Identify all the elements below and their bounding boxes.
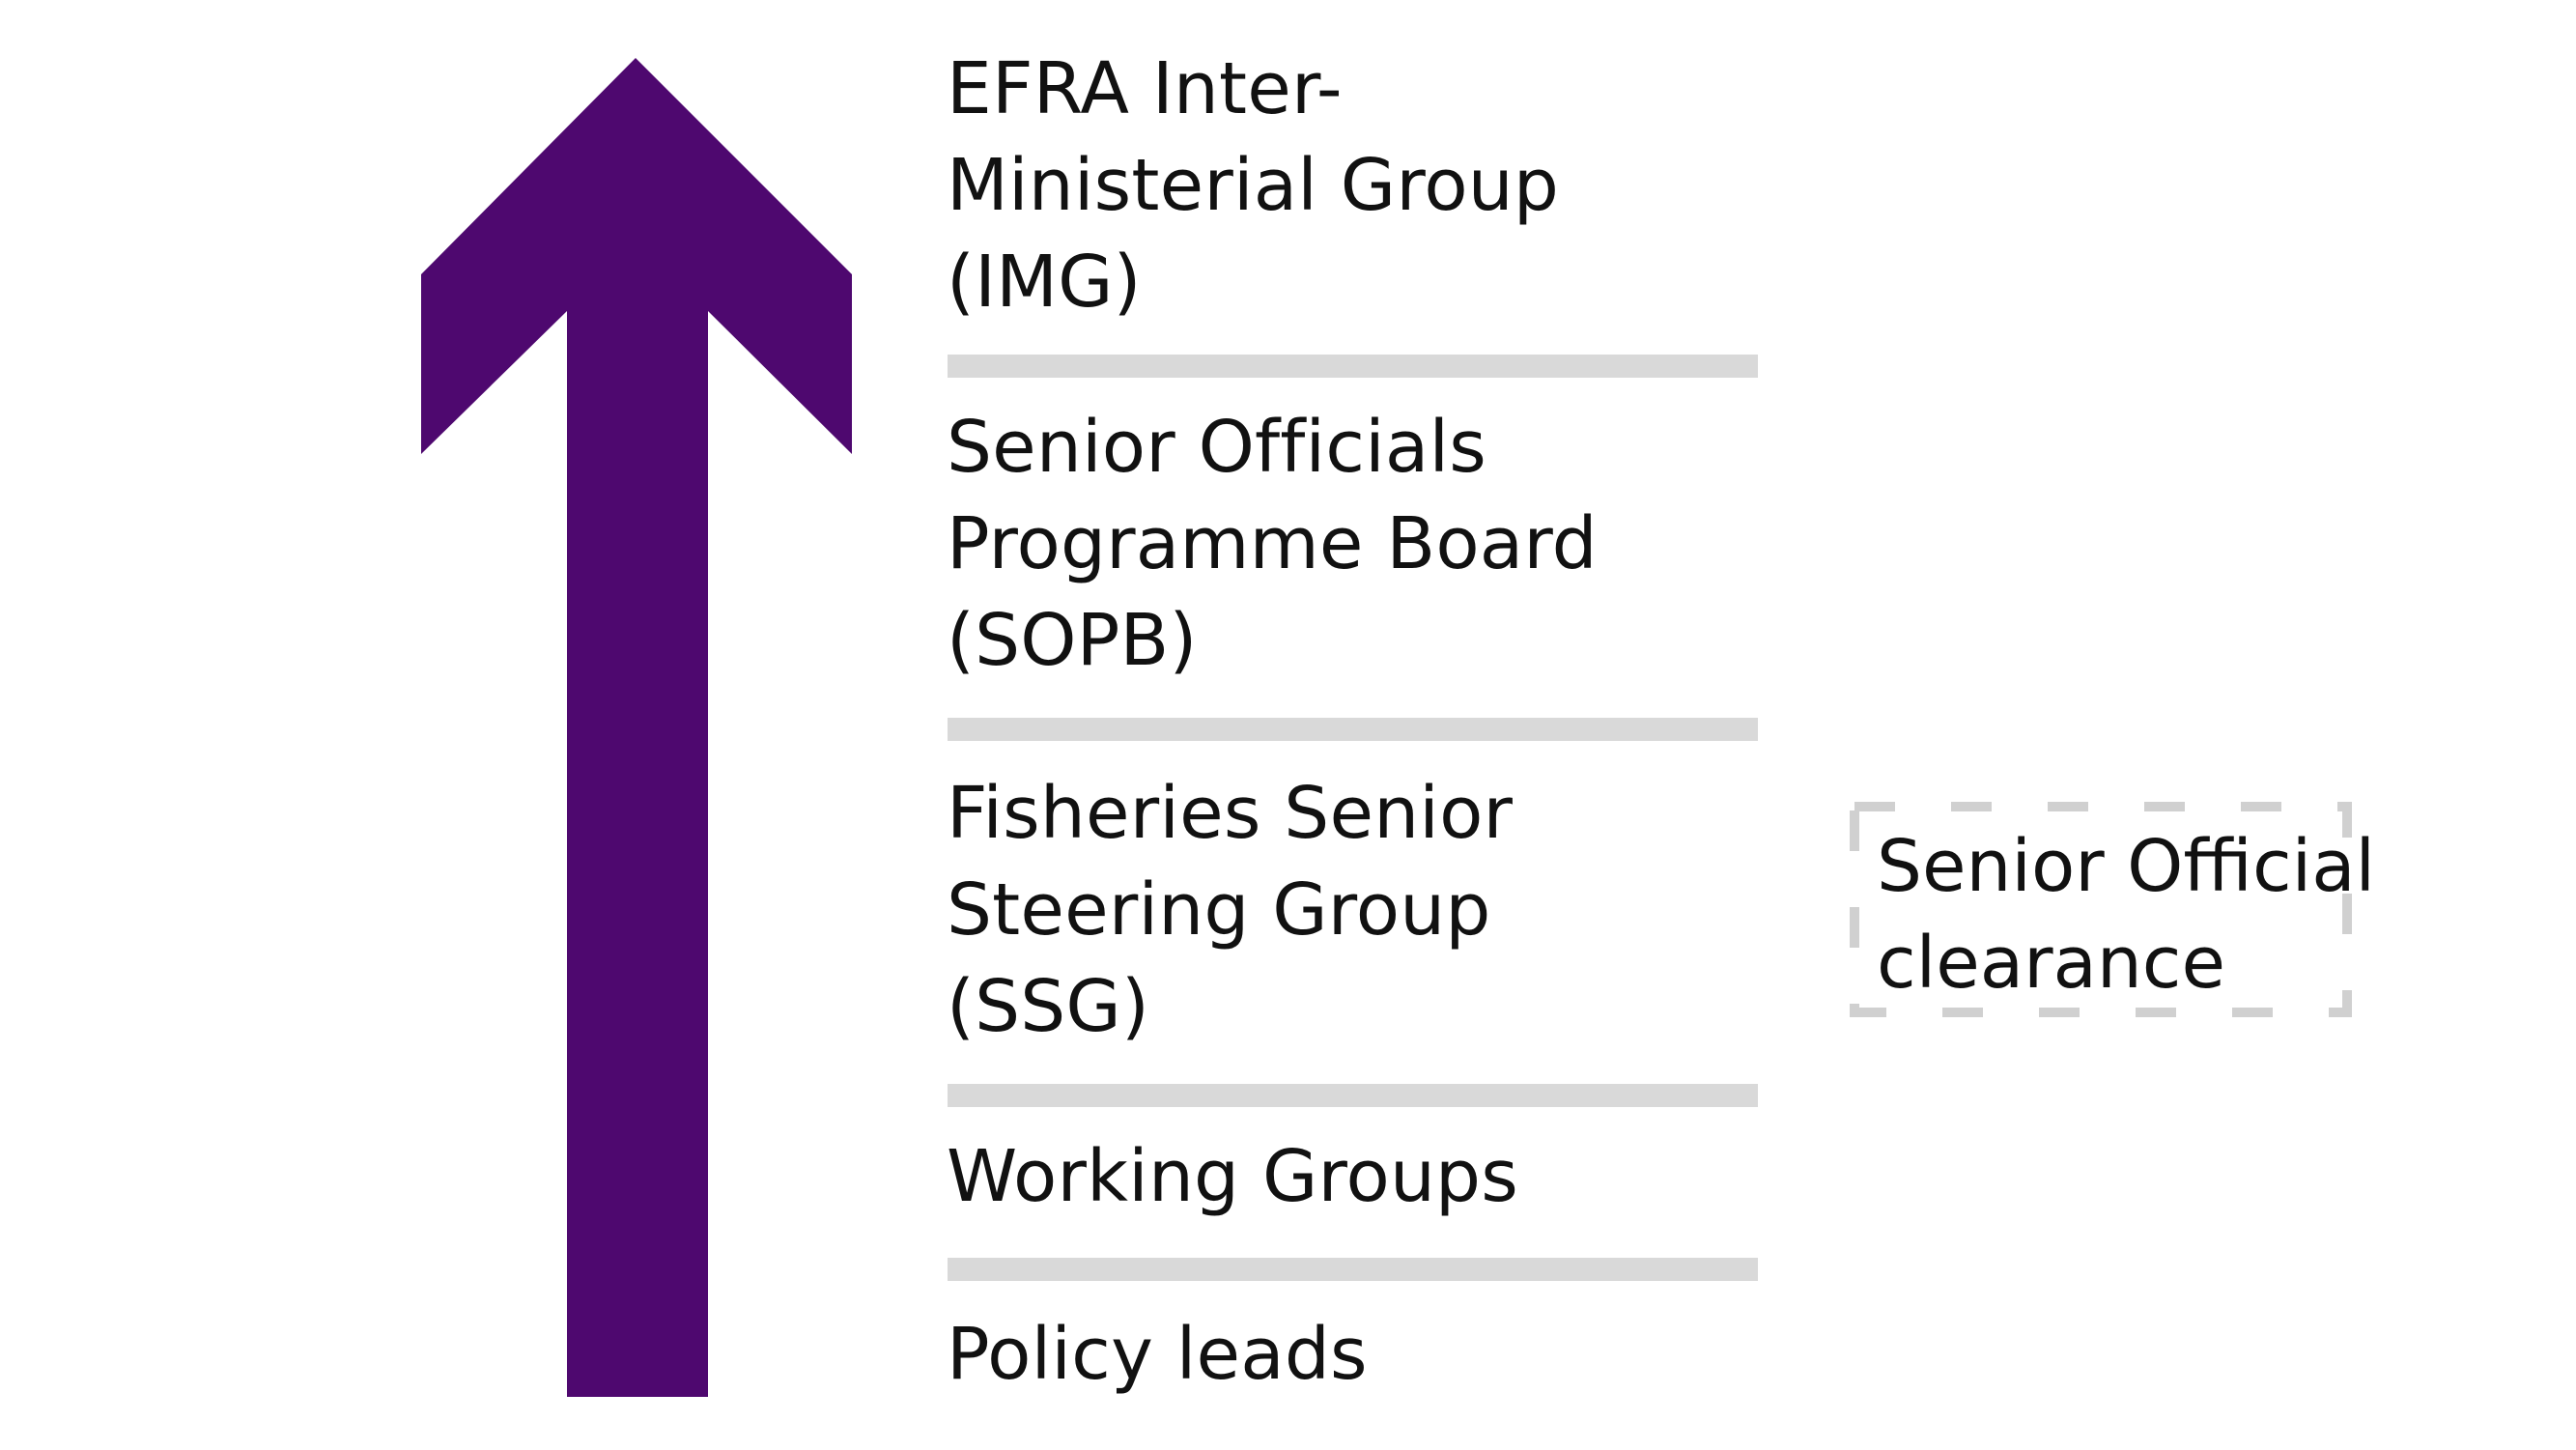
level-ssg-line-1: Fisheries Senior (947, 772, 1514, 855)
arrow-shape (421, 58, 852, 1397)
level-policy-leads-line-1: Policy leads (947, 1313, 1368, 1396)
clearance-label-line-2: clearance (1877, 922, 2226, 1005)
level-working-groups-line-1: Working Groups (947, 1135, 1518, 1218)
divider-2 (948, 718, 1758, 741)
clearance-label: Senior Official clearance (1877, 818, 2375, 1011)
clearance-label-line-1: Senior Official (1877, 825, 2376, 908)
level-img: EFRA Inter- Ministerial Group (IMG) (947, 41, 1559, 330)
divider-4 (948, 1258, 1758, 1281)
level-policy-leads: Policy leads (947, 1306, 1368, 1403)
divider-3 (948, 1084, 1758, 1107)
level-sopb-line-3: (SOPB) (947, 599, 1198, 682)
clearance-dashed-border (1850, 802, 2352, 1017)
level-img-line-2: Ministerial Group (947, 144, 1560, 227)
level-ssg-line-2: Steering Group (947, 868, 1491, 952)
level-img-line-3: (IMG) (947, 241, 1142, 324)
level-img-line-1: EFRA Inter- (947, 47, 1343, 130)
clearance-dashed-box (1850, 802, 2352, 1017)
level-sopb: Senior Officials Programme Board (SOPB) (947, 399, 1598, 689)
level-sopb-line-1: Senior Officials (947, 406, 1486, 489)
level-ssg: Fisheries Senior Steering Group (SSG) (947, 765, 1513, 1055)
level-sopb-line-2: Programme Board (947, 502, 1598, 585)
level-ssg-line-3: (SSG) (947, 965, 1150, 1048)
level-working-groups: Working Groups (947, 1128, 1518, 1225)
divider-1 (948, 355, 1758, 378)
